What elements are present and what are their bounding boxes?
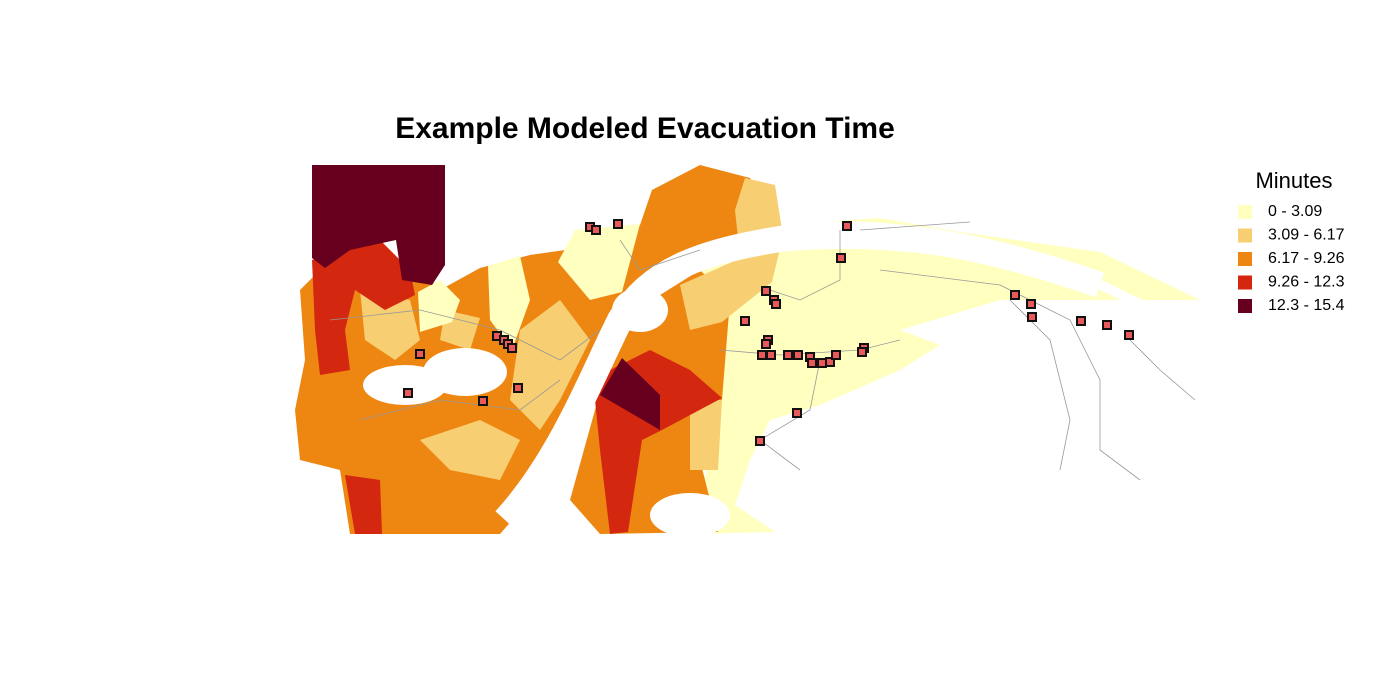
shelter-point — [1027, 312, 1037, 322]
shelter-point — [1102, 320, 1112, 330]
shelter-point — [1010, 290, 1020, 300]
zones — [295, 165, 1200, 534]
zone — [600, 358, 660, 430]
shelter-point — [507, 343, 517, 353]
map-title: Example Modeled Evacuation Time — [395, 112, 895, 145]
zone — [345, 475, 382, 534]
shelters — [403, 219, 1134, 446]
shelter-point — [1026, 299, 1036, 309]
zone — [735, 178, 782, 238]
zone — [690, 400, 722, 470]
zone — [420, 420, 520, 480]
shelter-point — [591, 225, 601, 235]
shelter-point — [1076, 316, 1086, 326]
zone — [510, 300, 590, 430]
shelter-point — [757, 350, 767, 360]
legend-swatch — [1238, 205, 1252, 219]
shelter-point — [513, 383, 523, 393]
shelter-point — [755, 436, 765, 446]
shelter-point — [766, 350, 776, 360]
legend: Minutes 0 - 3.09 3.09 - 6.17 6.17 - 9.26 9.… — [1238, 168, 1345, 314]
legend-swatch — [1238, 275, 1252, 290]
legend-label: 12.3 - 15.4 — [1268, 297, 1345, 314]
zone — [558, 224, 640, 300]
shelter-point — [1124, 330, 1134, 340]
shelter-point — [831, 350, 841, 360]
legend-label: 3.09 - 6.17 — [1268, 227, 1345, 244]
shelter-point — [761, 339, 771, 349]
shelter-point — [857, 347, 867, 357]
lake — [423, 348, 507, 396]
shelter-point — [793, 350, 803, 360]
shelter-point — [403, 388, 413, 398]
shelter-point — [740, 316, 750, 326]
shelter-point — [771, 299, 781, 309]
zone — [488, 256, 530, 350]
shelter-point — [792, 408, 802, 418]
legend-title: Minutes — [1255, 168, 1332, 193]
legend-items: 0 - 3.09 3.09 - 6.17 6.17 - 9.26 9.26 - 12.… — [1238, 203, 1345, 314]
legend-swatch — [1238, 299, 1252, 313]
legend-label: 6.17 - 9.26 — [1268, 250, 1345, 267]
legend-label: 9.26 - 12.3 — [1268, 274, 1345, 291]
shelter-point — [415, 349, 425, 359]
zone — [360, 290, 420, 360]
shelter-point — [783, 350, 793, 360]
legend-swatch — [1238, 228, 1252, 243]
island-water — [612, 288, 668, 332]
zone — [418, 280, 460, 332]
roads — [329, 221, 1196, 481]
shelter-point — [836, 253, 846, 263]
shelter-point — [807, 358, 817, 368]
river — [495, 221, 1105, 529]
shelter-point — [613, 219, 623, 229]
shelter-point — [761, 286, 771, 296]
legend-label: 0 - 3.09 — [1268, 203, 1322, 220]
zone — [685, 218, 1200, 534]
shelter-point — [478, 396, 488, 406]
shelter-point — [825, 357, 835, 367]
zone — [680, 240, 782, 330]
zone — [312, 165, 445, 285]
zone — [312, 240, 415, 375]
shelter-point — [842, 221, 852, 231]
bay — [650, 493, 730, 537]
legend-swatch — [1238, 252, 1252, 266]
shelter-point — [817, 358, 827, 368]
